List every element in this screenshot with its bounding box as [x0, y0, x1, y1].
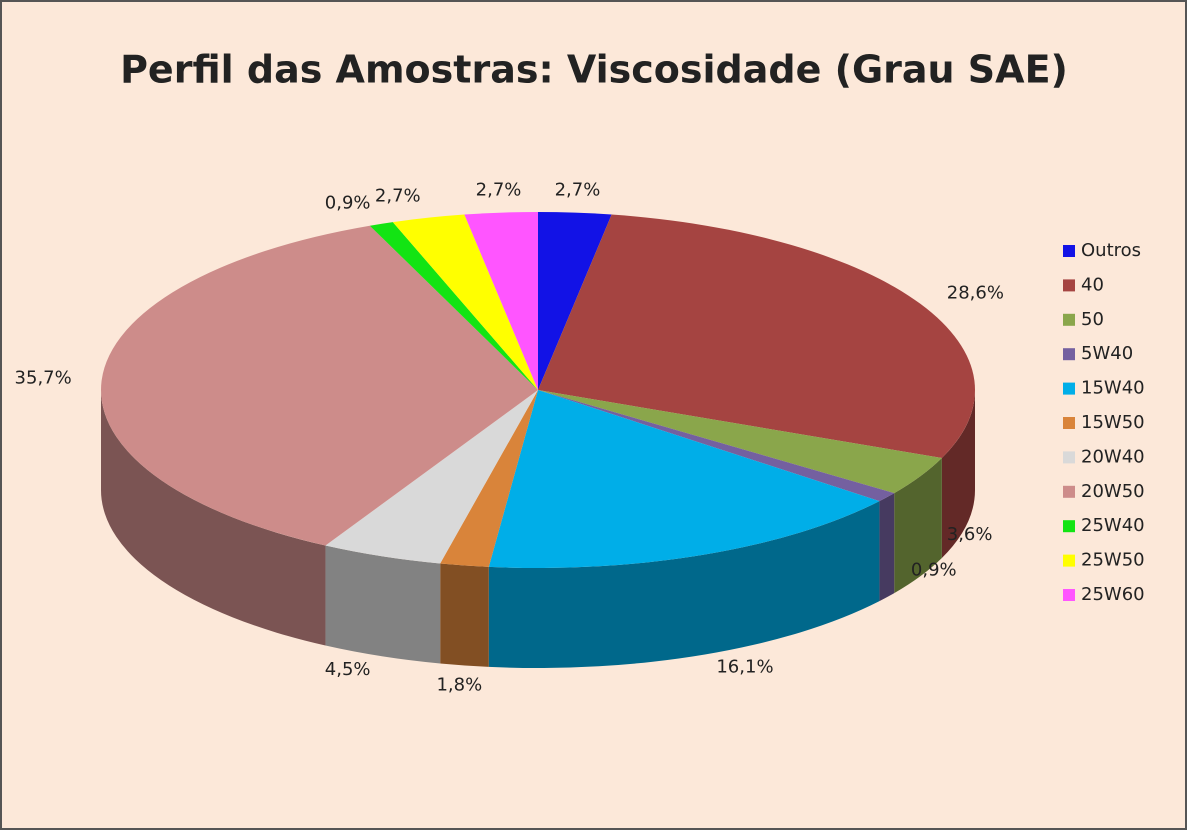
slice [440, 390, 538, 567]
legend-label: 25W40 [1081, 515, 1145, 536]
legend-swatch [1063, 589, 1075, 601]
legend-label: 20W40 [1081, 446, 1145, 467]
legend-swatch [1063, 245, 1075, 257]
chart-title: Perfil das Amostras: Viscosidade (Grau S… [120, 48, 1068, 92]
data-label: 2,7% [476, 180, 522, 201]
legend-label: 15W40 [1081, 378, 1145, 399]
slice-side [941, 390, 975, 558]
legend-label: 25W50 [1081, 550, 1145, 571]
legend-label: 40 [1081, 274, 1104, 295]
slice-side [440, 563, 489, 667]
legend-swatch [1063, 485, 1075, 498]
slice [538, 212, 612, 390]
legend-swatch [1063, 520, 1075, 533]
slice-side [101, 390, 326, 646]
data-label: 3,6% [947, 524, 993, 545]
slice [101, 225, 539, 546]
slice [538, 390, 895, 502]
legend-label: 50 [1081, 309, 1104, 330]
legend-label: Outros [1081, 240, 1141, 261]
legend-label: 15W50 [1081, 412, 1145, 433]
slice [369, 222, 538, 390]
data-label: 4,5% [325, 659, 371, 680]
data-label: 0,9% [325, 192, 371, 213]
legend-swatch [1063, 451, 1075, 464]
slice [488, 390, 880, 568]
data-label: 2,7% [555, 180, 601, 201]
legend-swatch [1063, 313, 1075, 326]
legend-label: 20W50 [1081, 481, 1145, 502]
legend-swatch [1063, 382, 1075, 395]
data-label: 0,9% [911, 560, 957, 581]
legend-label: 5W40 [1081, 343, 1133, 364]
slice [392, 214, 538, 390]
slice [464, 212, 538, 390]
slice [538, 390, 942, 494]
legend-swatch [1063, 279, 1075, 292]
legend-swatch [1063, 417, 1075, 429]
data-label: 16,1% [716, 656, 773, 677]
slice [325, 390, 538, 564]
legend-label: 25W60 [1081, 584, 1145, 605]
legend-swatch [1063, 348, 1075, 361]
legend-swatch [1063, 554, 1075, 567]
data-label: 2,7% [375, 185, 421, 206]
slice-side [488, 501, 880, 668]
slice [538, 214, 976, 458]
data-label: 1,8% [436, 675, 482, 696]
data-label: 28,6% [947, 282, 1004, 303]
data-label: 35,7% [15, 368, 72, 389]
slice-side [325, 545, 441, 664]
slice-side [879, 493, 895, 602]
slice-side [894, 457, 942, 594]
